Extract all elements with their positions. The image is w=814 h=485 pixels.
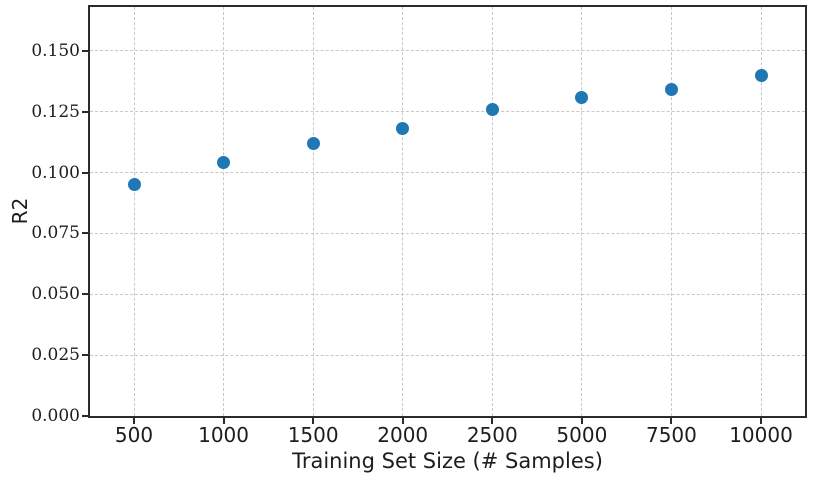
y-tick-mark (82, 171, 88, 174)
v-gridline (760, 7, 762, 416)
y-tick-label: 0.025 (31, 345, 80, 366)
y-tick-mark (82, 232, 88, 235)
h-gridline (90, 50, 805, 52)
x-tick-mark (491, 418, 494, 424)
scatter-point (664, 83, 678, 97)
v-gridline (581, 7, 583, 416)
x-tick-label: 5000 (556, 423, 608, 447)
x-tick-mark (670, 418, 673, 424)
scatter-point (575, 90, 589, 104)
v-gridline (223, 7, 225, 416)
y-tick-label: 0.125 (31, 101, 80, 122)
scatter-point (217, 156, 231, 170)
y-tick-label: 0.100 (31, 162, 80, 183)
v-gridline (402, 7, 404, 416)
x-tick-label: 1500 (287, 423, 339, 447)
x-tick-label: 2000 (377, 423, 429, 447)
scatter-point (754, 68, 768, 82)
h-gridline (90, 172, 805, 174)
y-tick-label: 0.075 (31, 223, 80, 244)
x-tick-label: 500 (114, 423, 154, 447)
y-tick-mark (82, 354, 88, 357)
x-tick-label: 2500 (466, 423, 518, 447)
scatter-point (306, 136, 320, 150)
h-gridline (90, 111, 805, 113)
x-tick-mark (580, 418, 583, 424)
scatter-point (127, 178, 141, 192)
y-tick-label: 0.000 (31, 406, 80, 426)
h-gridline (90, 232, 805, 234)
x-tick-mark (133, 418, 135, 424)
h-gridline (90, 354, 805, 356)
x-tick-label: 10000 (729, 423, 793, 447)
y-tick-mark (82, 415, 88, 417)
x-tick-mark (222, 418, 225, 424)
v-gridline (670, 7, 672, 416)
x-tick-mark (312, 418, 315, 424)
x-tick-mark (760, 418, 762, 424)
h-gridline (90, 293, 805, 295)
x-axis-title: Training Set Size (# Samples) (292, 449, 603, 473)
y-tick-mark (82, 110, 88, 113)
v-gridline (491, 7, 493, 416)
v-gridline (312, 7, 314, 416)
v-gridline (133, 7, 135, 416)
scatter-point (485, 102, 499, 116)
x-tick-label: 7500 (645, 423, 697, 447)
plot-area (88, 5, 807, 418)
x-tick-mark (401, 418, 404, 424)
y-tick-label: 0.050 (31, 284, 80, 305)
x-tick-label: 1000 (198, 423, 250, 447)
y-tick-mark (82, 293, 88, 296)
y-tick-mark (82, 49, 88, 52)
scatter-point (396, 122, 410, 136)
y-tick-label: 0.150 (31, 40, 80, 61)
